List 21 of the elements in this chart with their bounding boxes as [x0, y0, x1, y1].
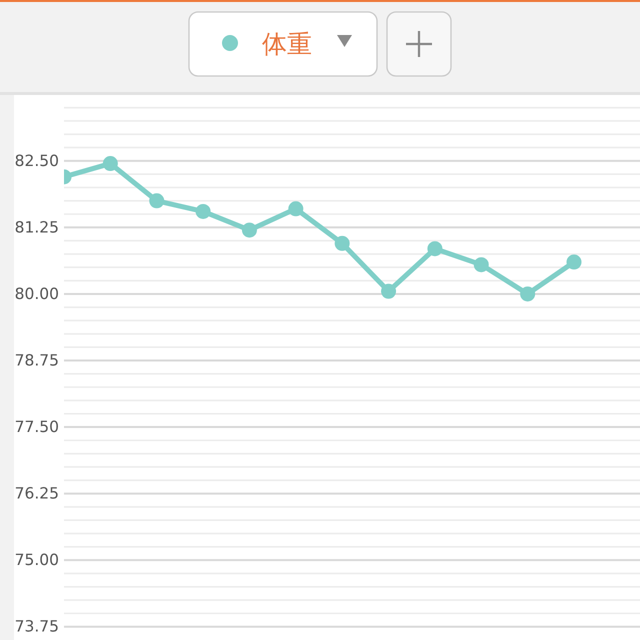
y-tick-label: 81.25 — [14, 218, 59, 236]
point — [242, 222, 257, 238]
point — [427, 241, 442, 256]
point — [149, 193, 164, 208]
point — [288, 201, 304, 216]
y-tick-label: 73.75 — [14, 618, 59, 636]
y-tick-label: 77.50 — [14, 418, 59, 436]
point — [196, 204, 211, 219]
y-tick-label: 76.25 — [14, 484, 59, 503]
y-tick-label: 80.00 — [14, 284, 59, 303]
point — [474, 257, 489, 272]
point — [102, 156, 118, 172]
legend-label: 体重 — [262, 30, 312, 58]
legend: 体重 — [188, 11, 378, 77]
point — [520, 286, 536, 302]
point — [566, 254, 582, 270]
point — [381, 284, 396, 299]
y-tick-label: 75.00 — [14, 551, 59, 570]
point — [334, 236, 350, 251]
y-tick-label: 82.50 — [14, 152, 59, 170]
y-tick-label: 78.75 — [14, 352, 59, 370]
